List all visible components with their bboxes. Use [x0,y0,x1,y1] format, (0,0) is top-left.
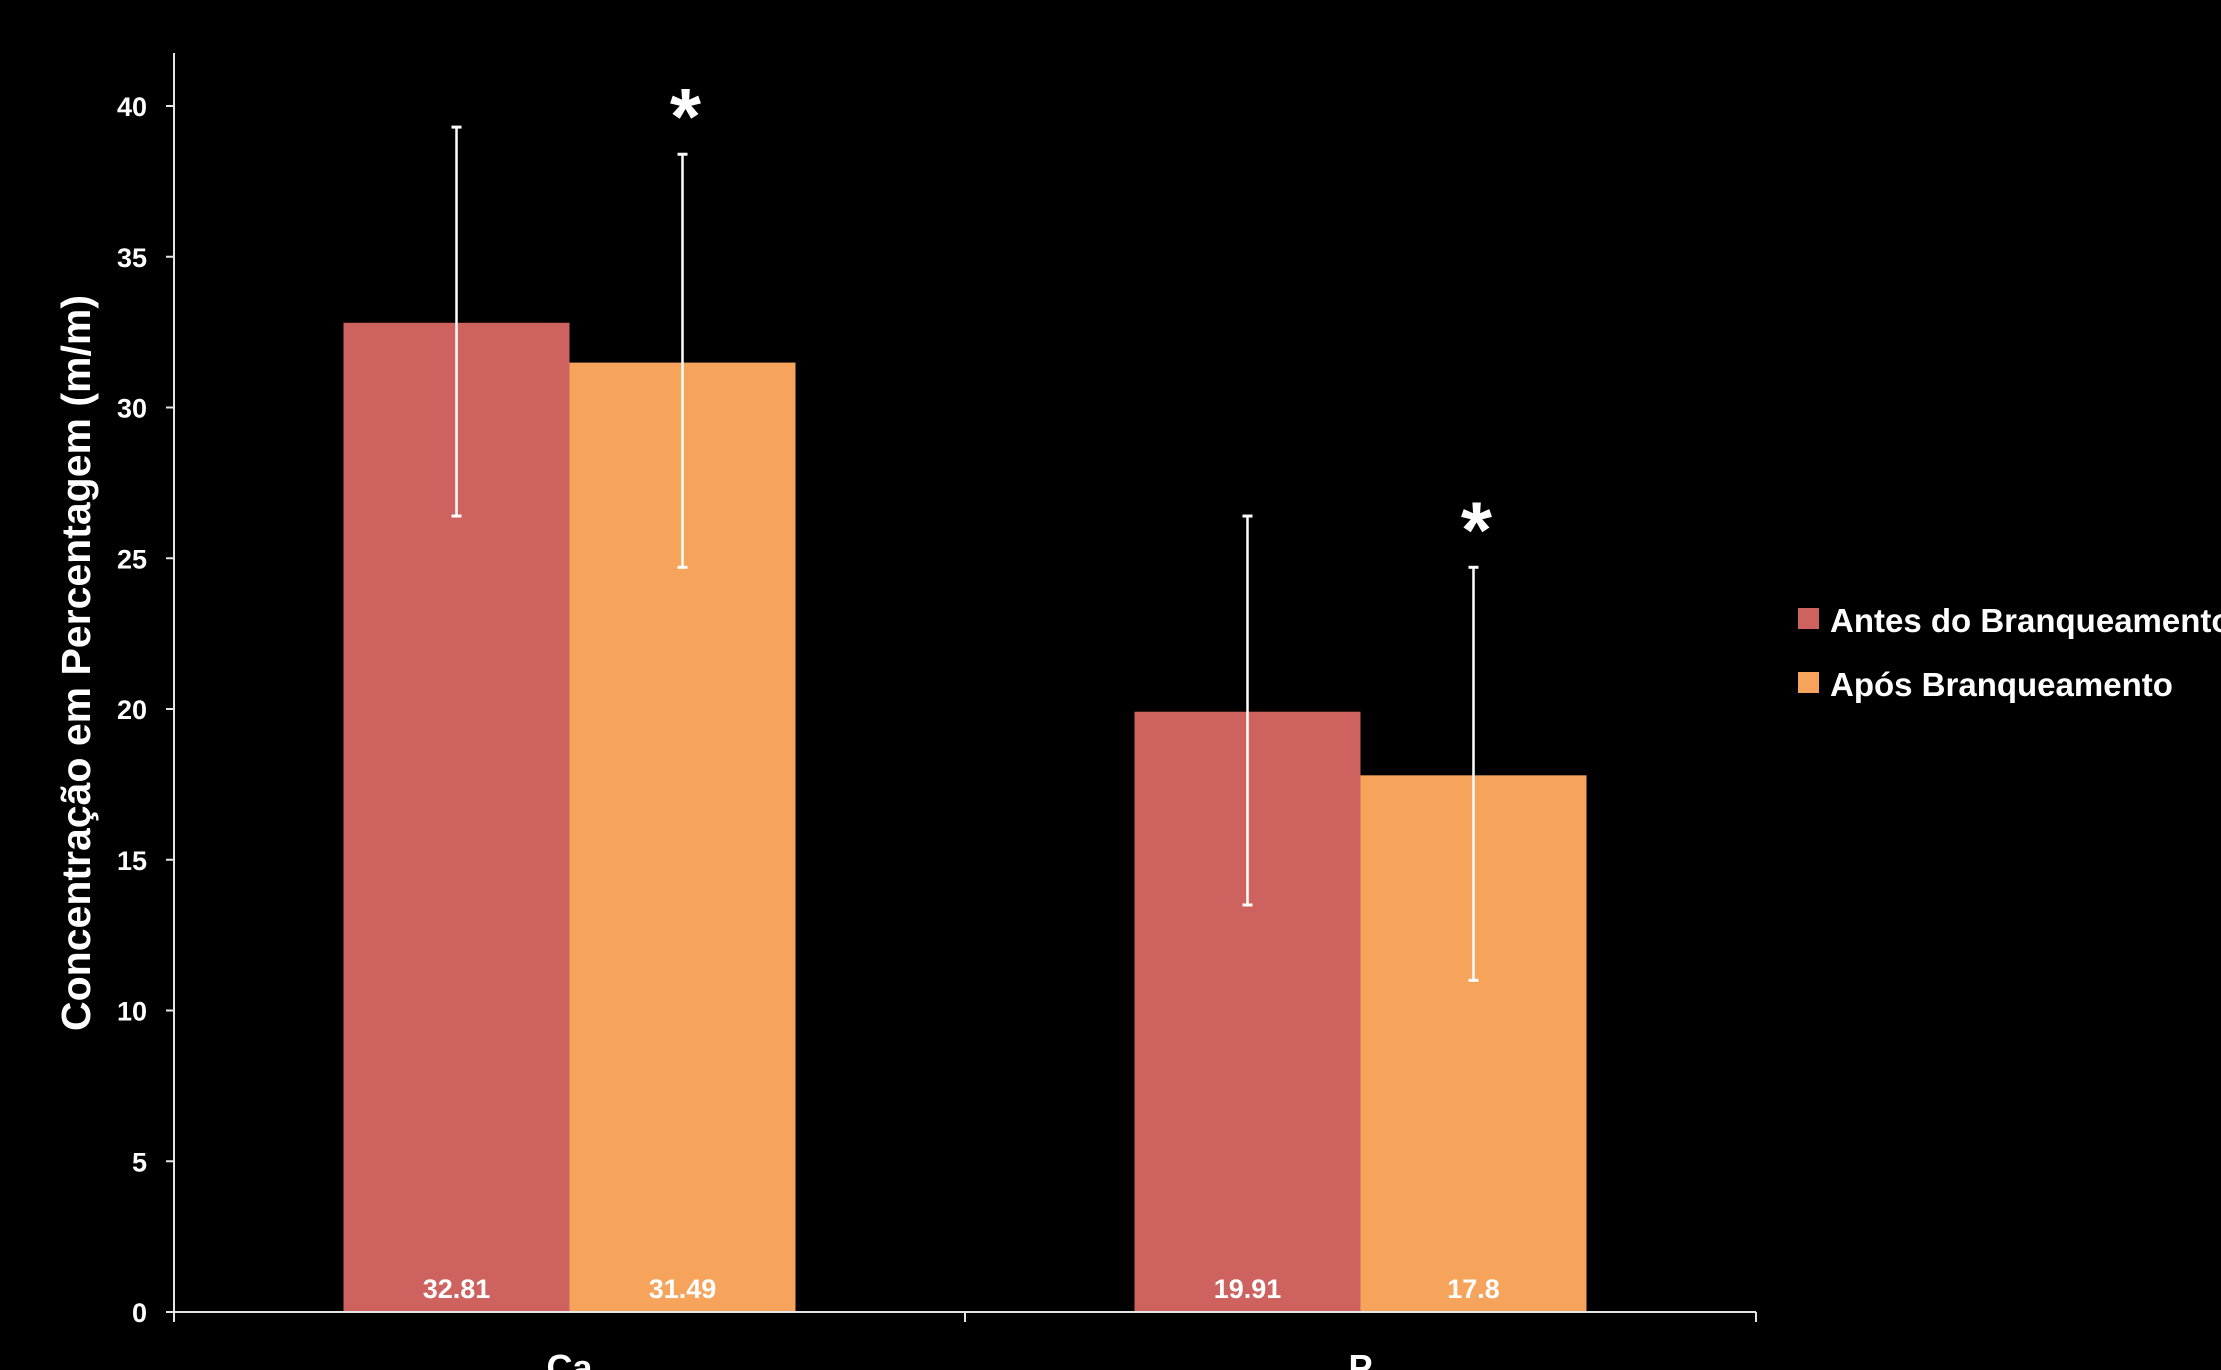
x-category-label: Ca [546,1347,593,1370]
legend: Antes do Branqueamento Após Branqueamento [1798,602,2221,703]
y-axis-label: Concentração em Percentagem (m/m) [53,295,99,1031]
legend-label: Após Branqueamento [1830,666,2173,703]
y-tick-label: 40 [117,92,147,122]
error-bar [451,125,462,518]
legend-label: Antes do Branqueamento [1830,602,2221,639]
x-category-label: P [1348,1347,1372,1370]
error-bar [1468,565,1479,982]
data-label: 19.91 [1214,1274,1282,1304]
y-tick-label: 35 [117,243,147,273]
y-tick-label: 10 [117,997,147,1027]
data-label: 31.49 [649,1274,717,1304]
y-tick-label: 0 [132,1298,147,1328]
significance-marker: * [1461,485,1493,574]
y-tick-label: 5 [132,1147,147,1177]
y-axis-label-group: Concentração em Percentagem (m/m) [53,295,99,1031]
significance-marker: * [670,72,702,161]
legend-swatch [1798,672,1819,693]
data-label: 17.8 [1447,1274,1500,1304]
legend-item: Após Branqueamento [1798,666,2173,703]
y-tick-label: 30 [117,394,147,424]
y-tick-label: 25 [117,544,147,574]
y-tick-label: 20 [117,695,147,725]
data-label: 32.81 [423,1274,491,1304]
legend-swatch [1798,608,1819,629]
error-bar [1242,514,1253,907]
plot-area: 32.81 19.91 31.49 * 17.8 * 0 5 10 15 20 25 30 35 40 Ca P [117,53,1757,1370]
legend-item: Antes do Branqueamento [1798,602,2221,639]
error-bar [677,152,688,569]
y-tick-label: 15 [117,846,147,876]
